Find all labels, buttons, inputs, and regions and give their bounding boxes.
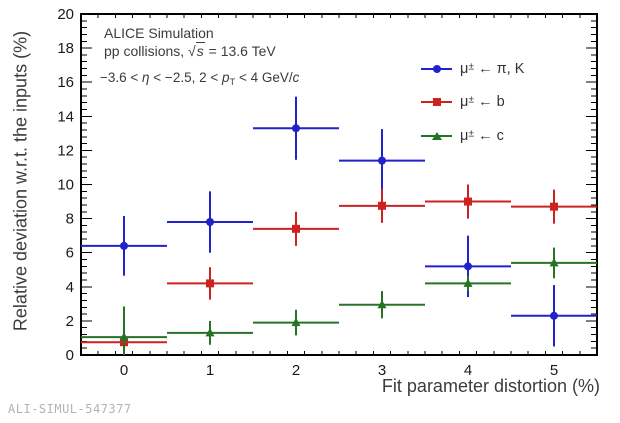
legend-label-source: ← π, K [474,61,525,77]
y-tick-label: 14 [57,108,74,125]
y-tick-label: 12 [57,142,74,159]
annotation-text: ALICE Simulation [104,25,214,41]
x-tick-label: 2 [292,362,300,379]
annotation-text: pp collisions, [104,43,189,59]
data-point-circle [120,241,128,250]
legend-label: μ± ← b [460,94,505,110]
data-point-circle [550,311,558,320]
sqrt-symbol: √ [188,43,196,59]
data-point-square [550,202,558,211]
data-point-triangle [463,278,473,287]
annotation-text: −3.6 < [100,70,143,85]
legend-label: μ± ← c [460,128,504,144]
y-tick-label: 8 [66,211,74,228]
y-tick-label: 10 [57,177,74,194]
y-tick-label: 16 [57,74,74,91]
pt-subscript: T [229,76,236,87]
legend-sample [421,94,452,110]
data-point-triangle [205,327,215,337]
data-point-circle [378,156,386,165]
legend-label-mu: μ [460,61,469,77]
data-point-circle [292,124,300,133]
annotation-text: < 4 GeV/ [235,70,293,85]
data-point-triangle [377,299,387,309]
annotation-text: < −2.5, 2 < [149,70,222,85]
circle-marker-icon [432,65,441,73]
data-point-square [206,279,214,288]
legend-sample [421,128,452,144]
x-axis-title: Fit parameter distortion (%) [381,376,600,396]
data-point-triangle [549,257,559,267]
triangle-marker-icon [431,132,442,140]
legend-label-charge: ± [468,61,475,73]
y-axis-title: Relative deviation w.r.t. the inputs (%) [10,30,31,332]
legend-label-mu: μ [460,94,469,110]
data-point-triangle [291,317,301,327]
data-point-square [378,201,386,210]
sqrt-s-variable: s [195,42,205,59]
x-tick-label: 5 [550,362,558,379]
annotation-kinematic-range: −3.6 < η < −2.5, 2 < pT < 4 GeV/c [100,70,299,87]
y-tick-label: 0 [66,347,74,364]
data-point-square [464,197,472,206]
annotation-alice-simulation: ALICE Simulation [104,25,214,41]
x-tick-label: 3 [378,362,386,379]
x-tick-label: 4 [464,362,472,379]
legend-sample [421,61,452,77]
x-tick-label: 1 [206,362,214,379]
annotation-text: = 13.6 TeV [204,43,276,59]
y-tick-label: 18 [57,40,74,57]
speed-of-light-variable: c [292,70,300,85]
legend-label: μ± ← π, K [460,61,524,77]
data-point-triangle [119,332,129,341]
data-point-circle [206,218,214,227]
y-tick-label: 20 [57,6,74,23]
legend-label-source: ← b [474,94,505,110]
data-point-circle [464,262,472,271]
figure-id-watermark: ALI-SIMUL-547377 [8,402,132,416]
legend-label-source: ← c [474,128,504,144]
y-tick-label: 4 [66,279,74,296]
eta-variable: η [142,70,150,85]
pt-variable: p [221,70,230,85]
legend-label-charge: ± [468,128,475,140]
data-point-square [292,224,300,233]
y-tick-label: 2 [66,313,74,330]
x-tick-label: 0 [120,362,128,379]
square-marker-icon [432,98,441,106]
annotation-collision-energy: pp collisions, √s = 13.6 TeV [104,42,276,59]
legend-label-mu: μ [460,128,469,144]
y-tick-label: 6 [66,245,74,262]
legend-label-charge: ± [468,94,475,106]
